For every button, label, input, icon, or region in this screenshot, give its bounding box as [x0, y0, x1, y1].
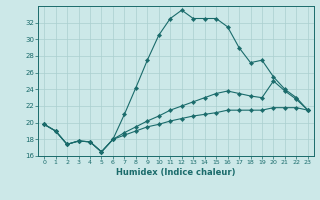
X-axis label: Humidex (Indice chaleur): Humidex (Indice chaleur): [116, 168, 236, 177]
